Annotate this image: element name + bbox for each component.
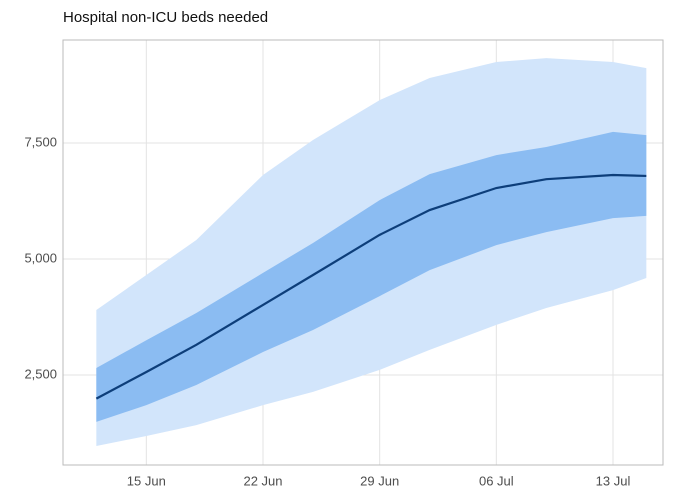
y-tick-label: 7,500 (24, 134, 57, 149)
x-tick-label: 06 Jul (479, 473, 514, 488)
x-tick-label: 13 Jul (596, 473, 631, 488)
chart-title: Hospital non-ICU beds needed (63, 9, 268, 26)
x-tick-label: 15 Jun (127, 473, 166, 488)
x-tick-label: 29 Jun (360, 473, 399, 488)
plot-marks (95, 58, 647, 446)
line (95, 173, 647, 400)
y-tick-label: 5,000 (24, 250, 57, 265)
y-tick-label: 2,500 (24, 366, 57, 381)
plot-frame (62, 39, 664, 466)
x-tick-label: 22 Jun (243, 473, 282, 488)
band (96, 131, 647, 422)
